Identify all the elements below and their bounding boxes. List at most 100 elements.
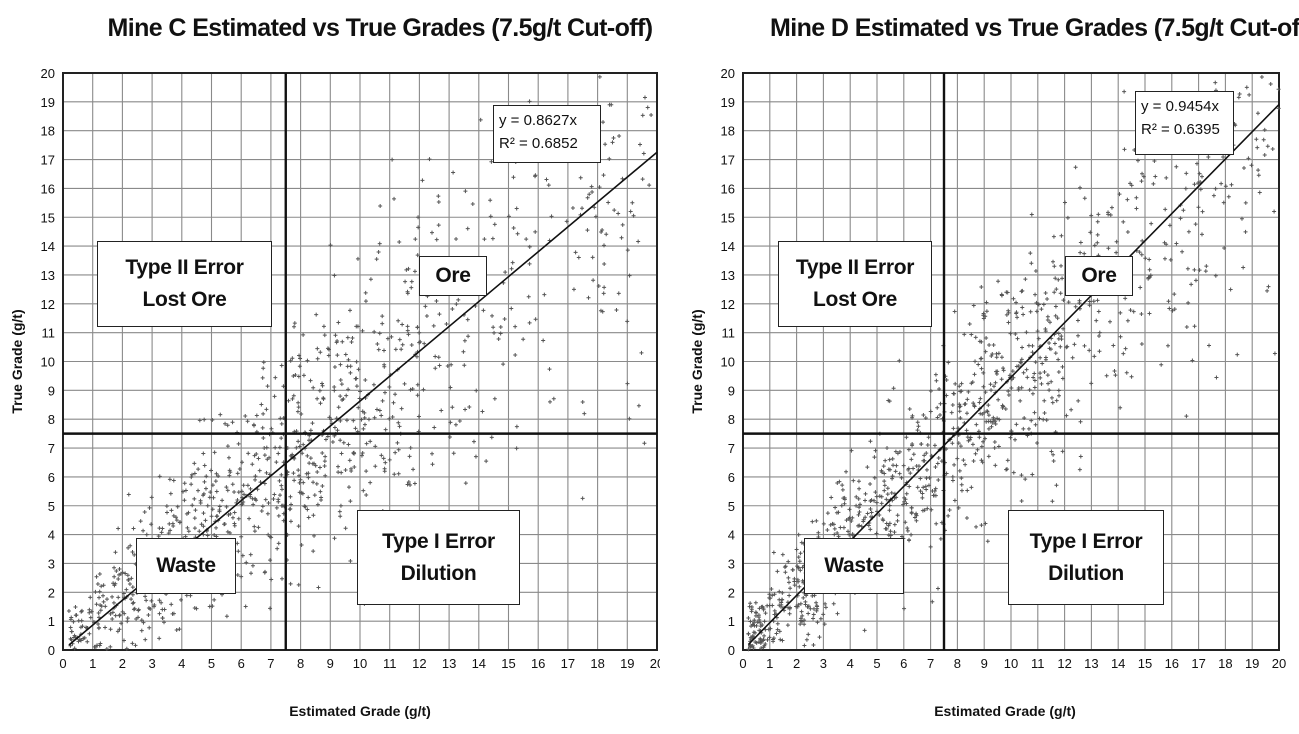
data-point [551, 396, 556, 401]
data-point [981, 439, 986, 444]
data-point [444, 322, 449, 327]
data-point [838, 525, 843, 530]
data-point [981, 370, 986, 375]
data-point [321, 324, 326, 329]
data-point [984, 335, 989, 340]
y-axis-label: True Grade (g/t) [689, 309, 705, 413]
data-point [299, 490, 304, 495]
data-point [1005, 458, 1010, 463]
data-point [451, 170, 456, 175]
data-point [884, 497, 889, 502]
y-tick-label: 1 [728, 614, 735, 629]
type-ii-error-line2: Lost Ore [142, 288, 227, 311]
data-point [253, 497, 258, 502]
data-point [96, 611, 101, 616]
data-point [387, 384, 392, 389]
data-point [115, 629, 120, 634]
data-point [294, 445, 299, 450]
data-point [909, 457, 914, 462]
data-point [192, 471, 197, 476]
data-point [1022, 415, 1027, 420]
data-point [1029, 418, 1034, 423]
data-point [453, 422, 458, 427]
x-tick-label: 8 [297, 656, 304, 671]
data-point [292, 324, 297, 329]
data-point [1044, 418, 1049, 423]
data-point [798, 551, 803, 556]
data-point [288, 453, 293, 458]
data-point [885, 445, 890, 450]
data-point [308, 378, 313, 383]
data-point [1033, 292, 1038, 297]
data-point [263, 497, 268, 502]
data-point [915, 485, 920, 490]
data-point [268, 558, 273, 563]
data-point [103, 625, 108, 630]
data-point [1134, 195, 1139, 200]
data-point [783, 564, 788, 569]
data-point [988, 382, 993, 387]
data-point [1019, 357, 1024, 362]
data-point [1032, 410, 1037, 415]
data-point [802, 618, 807, 623]
y-tick-label: 13 [41, 268, 55, 283]
data-point [239, 489, 244, 494]
data-point [926, 483, 931, 488]
waste-text: Waste [156, 554, 216, 577]
data-point [1268, 81, 1273, 86]
data-point [421, 387, 426, 392]
data-point [971, 303, 976, 308]
data-point [877, 513, 882, 518]
data-point [315, 470, 320, 475]
data-point [201, 511, 206, 516]
data-point [112, 583, 117, 588]
data-point [333, 333, 338, 338]
data-point [527, 320, 532, 325]
data-point [288, 358, 293, 363]
data-point [1043, 291, 1048, 296]
trendline-equation: y = 0.8627x [499, 112, 577, 129]
data-point [228, 530, 233, 535]
data-point [1186, 229, 1191, 234]
data-point [792, 583, 797, 588]
data-point [392, 196, 397, 201]
data-point [385, 336, 390, 341]
data-point [373, 444, 378, 449]
y-tick-label: 19 [721, 95, 735, 110]
data-point [1131, 309, 1136, 314]
data-point [260, 375, 265, 380]
data-point [268, 606, 273, 611]
data-point [1019, 360, 1024, 365]
data-point [811, 612, 816, 617]
data-point [97, 589, 102, 594]
data-point [997, 417, 1002, 422]
data-point [101, 583, 106, 588]
data-point [952, 498, 957, 503]
data-point [1039, 381, 1044, 386]
data-point [275, 546, 280, 551]
x-tick-label: 17 [561, 656, 575, 671]
data-point [934, 521, 939, 526]
data-point [1237, 92, 1242, 97]
data-point [1065, 344, 1070, 349]
x-tick-label: 11 [383, 656, 397, 671]
data-point [1035, 440, 1040, 445]
data-point [1178, 216, 1183, 221]
data-point [306, 495, 311, 500]
data-point [1073, 304, 1078, 309]
data-point [1049, 449, 1054, 454]
y-tick-label: 17 [721, 153, 735, 168]
data-point [276, 513, 281, 518]
data-point [599, 229, 604, 234]
data-point [746, 632, 751, 637]
data-point [1139, 252, 1144, 257]
data-point [146, 606, 151, 611]
data-point [944, 471, 949, 476]
data-point [397, 424, 402, 429]
data-point [799, 609, 804, 614]
data-point [971, 401, 976, 406]
data-point [582, 411, 587, 416]
data-point [212, 450, 217, 455]
data-point [108, 644, 113, 649]
data-point [377, 241, 382, 246]
